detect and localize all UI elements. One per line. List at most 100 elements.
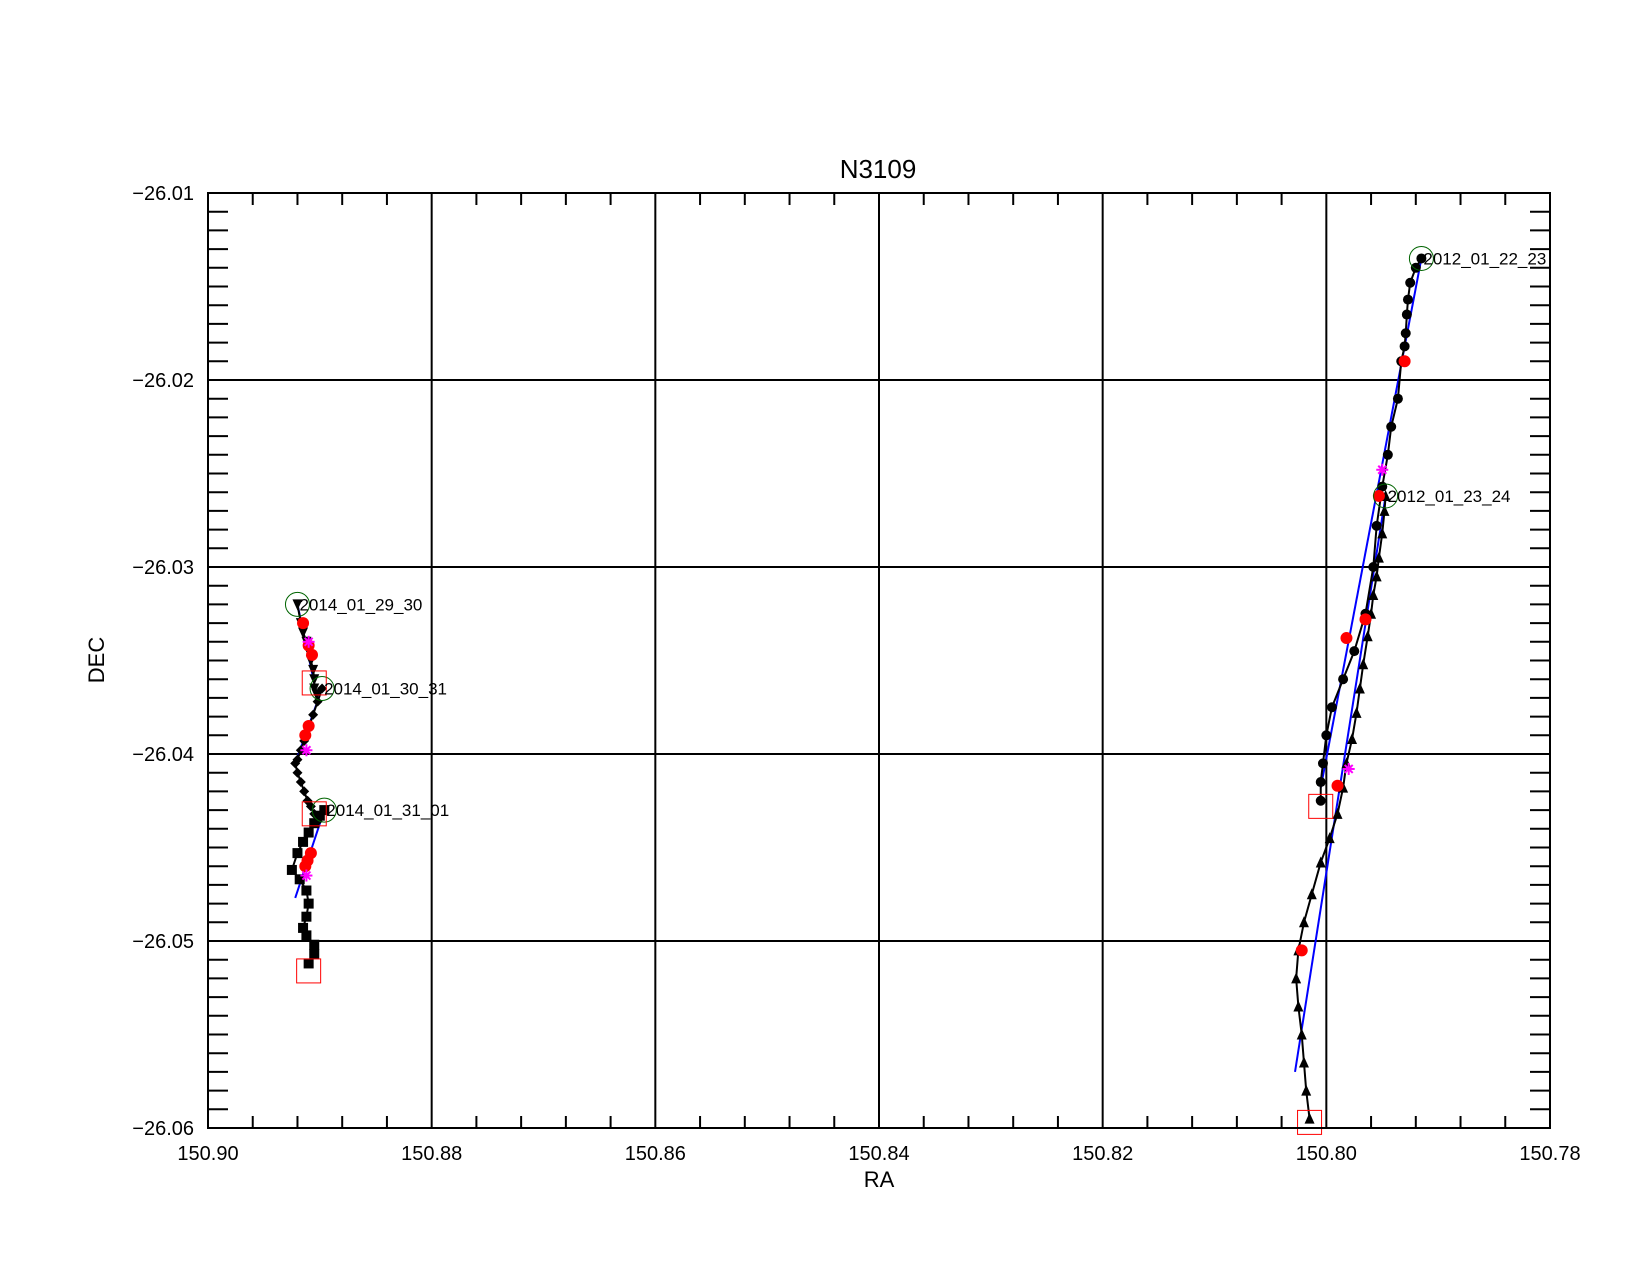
data-point: [305, 801, 316, 812]
data-point: [308, 709, 319, 720]
data-point: [1298, 916, 1309, 928]
data-point: [1338, 674, 1349, 685]
end-square: [1308, 793, 1334, 819]
grid: [208, 193, 1550, 1128]
y-axis-title: DEC: [84, 637, 109, 684]
chart-title: N3109: [840, 154, 917, 184]
data-point: [1315, 795, 1326, 806]
marked-point: [299, 860, 312, 873]
marked-point: [302, 719, 315, 732]
star-stroke: [1343, 764, 1354, 774]
start-circle: [1373, 483, 1399, 509]
data-point: [1291, 972, 1302, 984]
data-point: [314, 810, 325, 821]
data-point: [295, 777, 306, 788]
data-point: [299, 786, 310, 797]
data-point: [294, 874, 305, 885]
data-point: [1326, 702, 1337, 713]
y-tick-label: −26.02: [132, 370, 194, 392]
track-label: 2014_01_29_30: [299, 595, 422, 614]
data-point: [303, 958, 314, 969]
marked-point: [306, 648, 319, 661]
data-point: [1317, 758, 1328, 769]
marked-point: [1359, 613, 1372, 626]
x-tick-label: 150.80: [1296, 1143, 1357, 1165]
data-point: [1410, 262, 1421, 273]
data-point: [1332, 807, 1343, 819]
data-point: [308, 664, 319, 676]
data-point: [1368, 589, 1379, 601]
data-point: [1373, 551, 1384, 563]
data-point: [1351, 706, 1362, 718]
track-line: [1295, 495, 1387, 1119]
start-circle: [309, 676, 335, 702]
star-stroke: [301, 870, 312, 881]
data-point: [1306, 888, 1317, 900]
data-point: [1358, 658, 1369, 670]
data-point: [1377, 527, 1388, 539]
axis-ticks: 150.90 150.88 150.86 150.84 150.82 150.80 150.…: [132, 183, 1580, 1165]
data-point: [301, 911, 312, 922]
data-point: [303, 827, 314, 838]
star-marker: [300, 869, 313, 882]
data-point: [1401, 309, 1412, 320]
data-point: [1402, 294, 1413, 305]
x-tick-label: 150.84: [848, 1143, 909, 1165]
data-point: [1298, 1056, 1309, 1068]
data-point: [301, 930, 312, 941]
data-point: [1304, 1112, 1315, 1124]
data-point: [1392, 393, 1403, 404]
data-point: [1400, 328, 1411, 339]
data-point: [303, 898, 314, 909]
data-point: [1399, 341, 1410, 352]
data-point: [1349, 646, 1360, 657]
end-square: [296, 958, 322, 984]
track-label: 2012_01_22_23: [1423, 249, 1546, 268]
x-tick-label: 150.78: [1519, 1143, 1580, 1165]
data-point: [312, 696, 323, 707]
data-point: [292, 599, 303, 611]
data-point: [309, 818, 320, 829]
data-point: [290, 758, 301, 769]
data-point: [1405, 277, 1416, 288]
star-marker: [300, 744, 313, 757]
data-point: [286, 864, 297, 875]
star-stroke: [303, 637, 314, 647]
data-point: [1296, 1028, 1307, 1040]
data-point: [1362, 630, 1373, 642]
data-point: [1301, 1084, 1312, 1096]
data-point: [1354, 682, 1365, 694]
data-point: [1315, 777, 1326, 788]
data-point: [1324, 832, 1335, 844]
y-tick-label: −26.04: [132, 744, 194, 766]
track-label: 2012_01_23_24: [1388, 487, 1511, 506]
data-point: [292, 767, 303, 778]
star-marker: [1342, 762, 1355, 775]
data-point: [319, 805, 330, 816]
star-stroke: [301, 745, 312, 755]
data-point: [301, 885, 312, 896]
marked-point: [1340, 632, 1353, 645]
marked-point: [1398, 355, 1411, 368]
data-point: [309, 939, 320, 950]
data-point: [309, 683, 320, 695]
y-tick-label: −26.05: [132, 931, 194, 953]
start-circle: [1408, 245, 1434, 271]
data-point: [309, 949, 320, 960]
x-tick-label: 150.82: [1072, 1143, 1133, 1165]
x-tick-label: 150.90: [177, 1143, 238, 1165]
data-point: [1315, 856, 1326, 868]
end-square: [301, 670, 327, 696]
marked-point: [1331, 779, 1344, 792]
marked-point: [299, 729, 312, 742]
data-point: [1416, 253, 1427, 264]
data-point: [1368, 562, 1379, 572]
start-circle: [311, 797, 337, 823]
star-marker: [1376, 463, 1389, 476]
x-tick-label: 150.86: [625, 1143, 686, 1165]
y-tick-label: −26.06: [132, 1118, 194, 1140]
y-tick-label: −26.01: [132, 183, 194, 205]
track-label: 2014_01_31_01: [326, 801, 449, 820]
data-point: [298, 922, 309, 933]
end-square: [301, 801, 327, 827]
